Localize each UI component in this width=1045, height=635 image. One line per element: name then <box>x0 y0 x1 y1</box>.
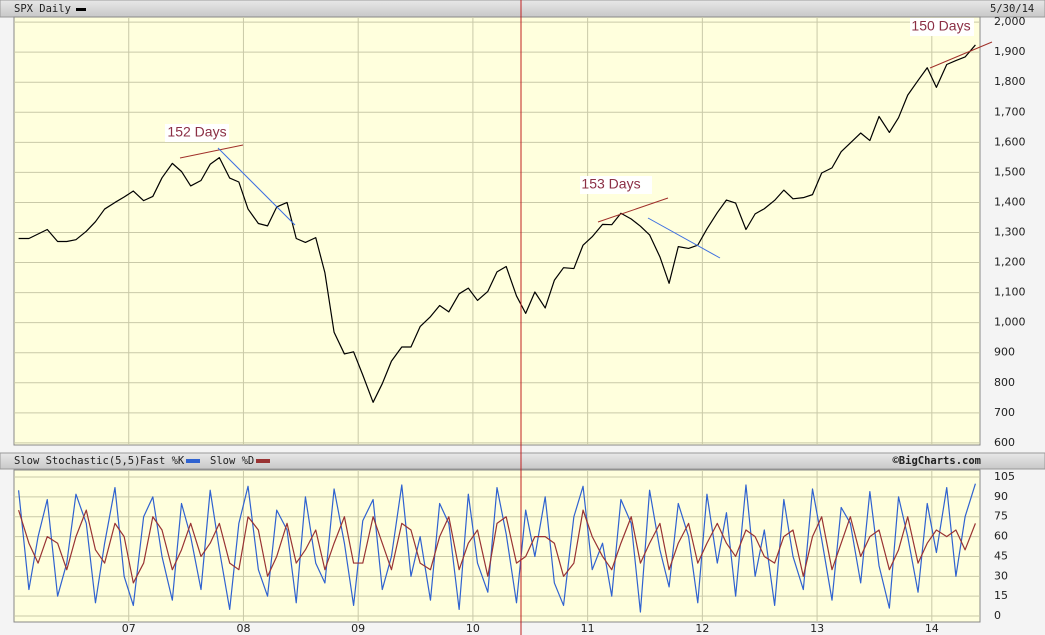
trend-line <box>217 147 296 226</box>
y-tick-label: 1,000 <box>994 316 1026 329</box>
x-tick-label: 12 <box>695 622 709 635</box>
y-tick-label: 700 <box>994 406 1015 419</box>
y-tick-label: 1,300 <box>994 226 1026 239</box>
annotation: 152 Days <box>167 124 226 140</box>
annotation: 153 Days <box>581 176 640 192</box>
y-tick-label: 105 <box>994 470 1015 483</box>
annotation-box <box>580 176 652 194</box>
y-tick-label: 1,800 <box>994 75 1026 88</box>
y-tick-label: 1,500 <box>994 165 1026 178</box>
y-tick-label: 900 <box>994 346 1015 359</box>
y-tick-label: 1,100 <box>994 286 1026 299</box>
y-tick-label: 60 <box>994 530 1008 543</box>
y-tick-label: 800 <box>994 376 1015 389</box>
trend-line <box>597 197 669 223</box>
y-tick-label: 30 <box>994 569 1008 582</box>
series-line <box>18 509 976 584</box>
price-plot-area <box>13 16 981 446</box>
x-tick-label: 13 <box>810 622 824 635</box>
y-tick-label: 600 <box>994 436 1015 449</box>
indicator-header-bar <box>0 452 1045 470</box>
x-tick-label: 14 <box>925 622 939 635</box>
annotation-box <box>165 124 229 142</box>
x-tick-label: 08 <box>236 622 250 635</box>
series-line <box>17 483 976 613</box>
y-tick-label: 1,400 <box>994 195 1026 208</box>
legend-swatch <box>256 459 270 463</box>
y-tick-label: 1,900 <box>994 45 1026 58</box>
x-tick-label: 09 <box>351 622 365 635</box>
header-bar <box>0 0 1045 18</box>
y-tick-label: 45 <box>994 549 1008 562</box>
legend-label: SPX Daily <box>14 3 71 15</box>
legend-label: Slow %D <box>210 455 254 467</box>
y-tick-label: 2,000 <box>994 15 1026 28</box>
annotation: 150 Days <box>911 18 970 34</box>
trend-line <box>179 144 244 159</box>
x-tick-label: 07 <box>122 622 136 635</box>
y-tick-label: 15 <box>994 589 1008 602</box>
annotation-box <box>910 18 974 36</box>
date-label: 5/30/14 <box>990 3 1034 15</box>
y-tick-label: 1,600 <box>994 135 1026 148</box>
annotations: 152 Days 153 Days 150 Days <box>165 18 993 259</box>
indicator-title: Slow Stochastic(5,5) <box>14 455 140 467</box>
y-tick-label: 90 <box>994 490 1008 503</box>
trend-line <box>929 41 993 69</box>
trend-line <box>647 217 721 259</box>
y-tick-label: 1,700 <box>994 105 1026 118</box>
x-tick-label: 11 <box>581 622 595 635</box>
legend-swatch <box>186 459 200 463</box>
x-tick-label: 10 <box>466 622 480 635</box>
indicator-layer: 0 15 30 45 60 75 90 105 07 08 09 10 11 12 13 14 <box>14 470 1015 635</box>
legend-swatch <box>76 8 86 11</box>
y-tick-label: 0 <box>994 609 1001 622</box>
y-tick-label: 75 <box>994 510 1008 523</box>
price-layer: 600 700 800 900 1,000 1,100 1,200 1,300 1,400 1,5… <box>14 15 1026 449</box>
legend-label: Fast %K <box>140 455 185 467</box>
series-line <box>18 44 976 403</box>
y-tick-label: 1,200 <box>994 256 1026 269</box>
source: ©BigCharts.com <box>892 455 981 467</box>
